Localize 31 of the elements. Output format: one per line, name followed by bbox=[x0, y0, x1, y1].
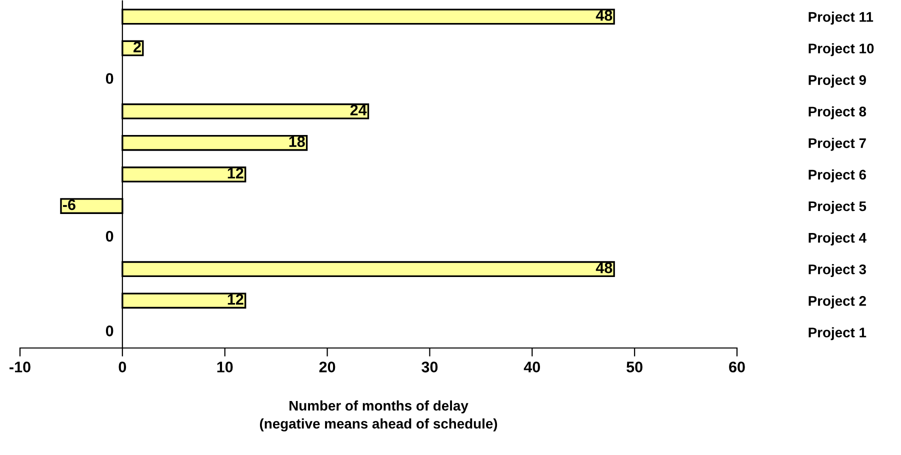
y-tick-label: Project 7 bbox=[808, 138, 866, 151]
data-label: -6 bbox=[63, 199, 76, 210]
x-tick-label: 20 bbox=[319, 362, 336, 372]
x-axis-title: Number of months of delay (negative means ahead of schedule) bbox=[260, 400, 498, 432]
x-tick-label: 30 bbox=[422, 362, 438, 372]
data-label: 0 bbox=[106, 326, 114, 336]
x-tick-label: -10 bbox=[10, 362, 30, 372]
y-tick-label: Project 10 bbox=[808, 43, 874, 56]
x-tick-label: 40 bbox=[524, 362, 540, 372]
data-label: 24 bbox=[350, 104, 367, 116]
y-tick-label: Project 8 bbox=[808, 106, 866, 120]
y-tick-label: Project 6 bbox=[808, 169, 866, 182]
x-tick-label: 10 bbox=[217, 362, 233, 372]
x-tick-label: 60 bbox=[729, 362, 745, 372]
data-label: 18 bbox=[289, 136, 305, 147]
y-tick-label: Project 5 bbox=[808, 200, 866, 214]
data-label: 48 bbox=[596, 10, 612, 21]
data-label: 2 bbox=[134, 42, 141, 52]
x-tick-label: 0 bbox=[118, 362, 126, 372]
y-tick-label: Project 9 bbox=[808, 74, 866, 88]
y-tick-label: Project 3 bbox=[808, 264, 866, 278]
data-label: 48 bbox=[596, 262, 612, 274]
y-tick-label: Project 11 bbox=[808, 12, 874, 25]
data-label: 12 bbox=[228, 294, 244, 305]
y-tick-label: Project 4 bbox=[808, 232, 866, 246]
y-tick-label: Project 1 bbox=[808, 327, 866, 340]
y-tick-label: Project 2 bbox=[808, 296, 866, 309]
x-tick-label: 50 bbox=[626, 362, 642, 372]
data-label: 0 bbox=[106, 73, 114, 84]
data-label: 0 bbox=[106, 230, 114, 242]
data-label: 12 bbox=[228, 168, 244, 178]
